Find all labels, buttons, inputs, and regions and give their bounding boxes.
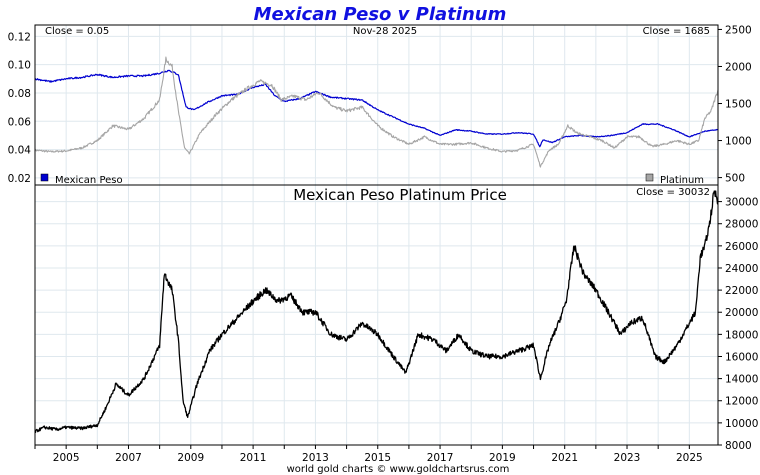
y-tick-label-left: 0.04 <box>8 145 32 157</box>
x-tick-label: 2015 <box>364 452 391 464</box>
legend-label-platinum: Platinum <box>660 175 704 186</box>
y-tick-label-right: 18000 <box>725 329 758 341</box>
y-tick-label-right: 10000 <box>725 418 758 430</box>
frame-bottom <box>34 184 719 446</box>
panel-top: Close = 0.05 Nov-28 2025 Close = 1685 0.… <box>8 24 752 186</box>
y-tick-label-right: 1500 <box>725 99 752 111</box>
y-tick-label-right: 2500 <box>725 24 752 36</box>
panel-bottom-title: Mexican Peso Platinum Price <box>293 186 507 204</box>
x-tick-label: 2009 <box>177 452 204 464</box>
y-tick-label-left: 0.12 <box>8 31 31 43</box>
x-tick-label: 2011 <box>240 452 267 464</box>
x-tick-label: 2017 <box>427 452 454 464</box>
y-tick-label-right: 16000 <box>725 351 758 363</box>
y-tick-label-right: 22000 <box>725 285 758 297</box>
legend: Mexican Peso Platinum <box>40 173 704 186</box>
grid-bottom <box>34 185 718 446</box>
y-tick-label-right: 12000 <box>725 396 758 408</box>
y-tick-label-right: 24000 <box>725 263 758 275</box>
x-tick-label: 2019 <box>489 452 516 464</box>
y-tick-label-right: 26000 <box>725 241 758 253</box>
panel-bottom: Mexican Peso Platinum Price Close = 3003… <box>34 184 758 464</box>
grid-top <box>34 25 718 185</box>
y-tick-label-left: 0.06 <box>8 116 32 128</box>
y-tick-label-left: 0.02 <box>8 173 31 185</box>
x-tick-label: 2021 <box>551 452 578 464</box>
y-tick-label-right: 14000 <box>725 374 758 386</box>
x-tick-label: 2023 <box>614 452 641 464</box>
legend-swatch-mexican-peso <box>40 173 49 182</box>
y-axis-right-bottom: 30000 28000 26000 24000 22000 20000 18000 16000… <box>718 197 758 452</box>
left-close-note: Close = 0.05 <box>45 26 109 37</box>
date-note: Nov-28 2025 <box>353 26 417 37</box>
chart-title: Mexican Peso v Platinum <box>254 4 507 25</box>
x-tick-label: 2025 <box>676 452 703 464</box>
y-tick-label-right: 1000 <box>725 136 752 148</box>
y-tick-label-right: 500 <box>725 173 745 185</box>
legend-label-mexican-peso: Mexican Peso <box>55 175 123 186</box>
y-tick-label-right: 8000 <box>725 440 752 452</box>
series-line-mexican-peso <box>34 69 719 148</box>
y-tick-label-right: 2000 <box>725 61 752 73</box>
y-tick-label-right: 28000 <box>725 219 758 231</box>
frame-top <box>34 24 719 186</box>
y-axis-right-top: 2500 2000 1500 1000 500 <box>718 24 752 185</box>
series-line-peso-platinum-price <box>34 190 719 434</box>
y-tick-label-right: 30000 <box>725 197 758 209</box>
y-tick-label-right: 20000 <box>725 307 758 319</box>
footer-credit: world gold charts © www.goldchartsrus.co… <box>287 464 510 475</box>
y-tick-label-left: 0.10 <box>8 60 31 72</box>
legend-swatch-platinum <box>645 173 654 182</box>
series-line-platinum <box>34 56 719 168</box>
right-close-note: Close = 1685 <box>643 26 710 37</box>
x-tick-label: 2005 <box>53 452 80 464</box>
x-tick-label: 2007 <box>115 452 142 464</box>
y-axis-left-top: 0.12 0.10 0.08 0.06 0.04 0.02 <box>8 31 32 185</box>
x-tick-label: 2013 <box>302 452 329 464</box>
y-tick-label-left: 0.08 <box>8 88 31 100</box>
x-axis: 2005 2007 2009 2011 2013 2015 2017 2019 2021 2023… <box>34 445 703 464</box>
bottom-close-note: Close = 30032 <box>636 187 710 198</box>
